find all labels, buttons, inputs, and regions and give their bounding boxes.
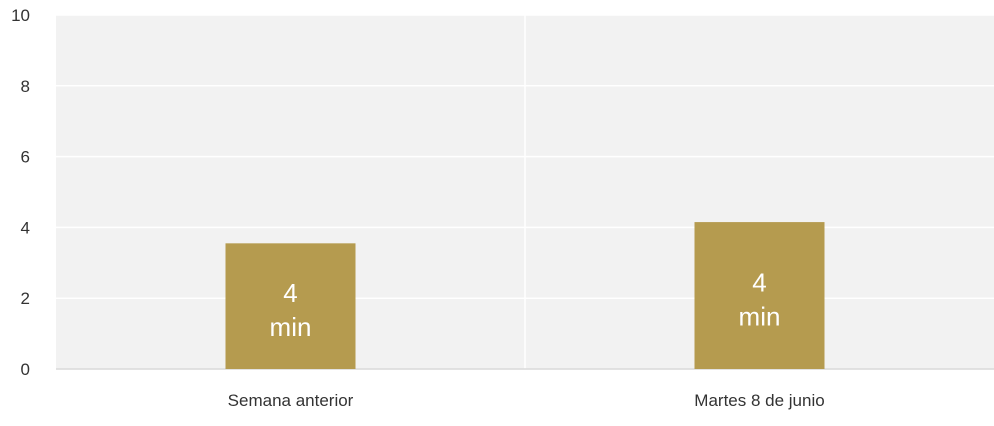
y-tick-label: 0 — [21, 360, 30, 379]
x-axis-categories: Semana anterior Martes 8 de junio — [228, 391, 825, 410]
category-label: Semana anterior — [228, 391, 354, 410]
category-label: Martes 8 de junio — [694, 391, 824, 410]
bar-unit-label: min — [270, 312, 312, 342]
data-labels: 4 min 4 min — [270, 268, 781, 343]
gridlines — [56, 14, 994, 370]
y-tick-label: 8 — [21, 77, 30, 96]
y-axis-ticks: 0 2 4 6 8 10 — [11, 6, 30, 379]
y-tick-label: 6 — [21, 148, 30, 167]
bar-value-label: 4 — [283, 278, 297, 308]
y-tick-label: 2 — [21, 289, 30, 308]
bar-value-label: 4 — [752, 268, 766, 298]
y-tick-label: 10 — [11, 6, 30, 25]
bar-2 — [694, 222, 825, 369]
bar-unit-label: min — [739, 302, 781, 332]
bar-1 — [225, 243, 356, 369]
y-tick-label: 4 — [21, 218, 30, 237]
bars — [225, 222, 825, 369]
